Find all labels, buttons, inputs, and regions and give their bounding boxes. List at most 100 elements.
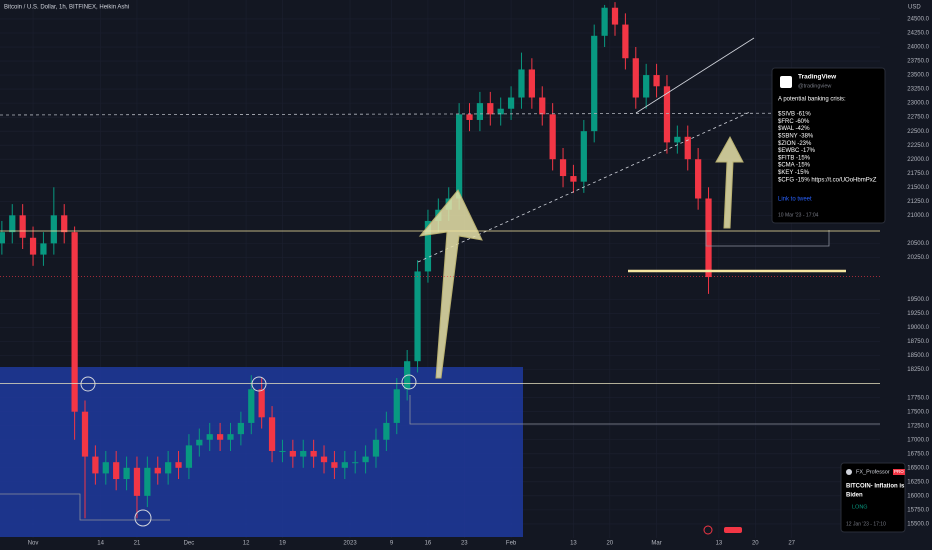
dashed-level [0, 112, 881, 116]
y-tick-label: 22750.0 [907, 115, 929, 121]
idea-direction: LONG [852, 504, 868, 510]
candle-body [424, 220, 432, 272]
candle-body [331, 462, 338, 468]
candle-body [643, 75, 650, 98]
candle-body [165, 462, 172, 474]
chart-title: Bitcoin / U.S. Dollar, 1h, BITFINEX, Hei… [4, 5, 129, 11]
candle-body [695, 159, 702, 199]
candle-body [622, 24, 629, 59]
y-tick-label: 16500.0 [907, 465, 929, 471]
candle-body [487, 103, 494, 115]
y-tick-label: 18250.0 [907, 367, 929, 373]
candle-body [61, 215, 68, 233]
x-tick-label: 19 [279, 541, 286, 547]
candle-body [29, 237, 37, 255]
y-tick-label: 17750.0 [907, 395, 929, 401]
candle-body [466, 114, 473, 120]
y-tick-label: 22500.0 [907, 129, 929, 135]
candle-body [570, 176, 577, 182]
candle-body [133, 467, 141, 496]
tweet-heading: A potential banking crisis: [778, 97, 846, 103]
drawings [0, 37, 881, 527]
y-tick-label: 23750.0 [907, 59, 929, 65]
candle-body [674, 136, 681, 143]
candle-body [528, 69, 535, 98]
tweet-card[interactable]: TradingView @tradingview A potential ban… [771, 67, 886, 224]
candle-body [123, 467, 130, 480]
idea-title: Biden [846, 493, 863, 499]
candle-body [71, 232, 78, 412]
x-tick-label: 20 [752, 541, 759, 547]
idea-author: FX_Professor [856, 469, 890, 475]
tweet-line: $FRC -60% [778, 119, 810, 125]
event-icon[interactable] [703, 525, 713, 535]
y-tick-label: 17500.0 [907, 409, 929, 415]
y-tick-label: 19250.0 [907, 311, 929, 317]
candle-body [248, 389, 255, 423]
tweet-link[interactable]: Link to tweet [778, 197, 812, 203]
candle-body [507, 97, 515, 109]
candle-body [310, 450, 317, 457]
candle-body [476, 103, 484, 120]
y-tick-label: 19000.0 [907, 325, 929, 331]
tweet-handle: @tradingview [798, 83, 831, 89]
candle-body [601, 7, 608, 36]
y-tick-label: 21000.0 [907, 213, 929, 219]
x-tick-label: 23 [461, 541, 468, 547]
candle-body [216, 434, 224, 440]
y-tick-label: 21750.0 [907, 171, 929, 177]
idea-title: BITCOIN- Inflation is [846, 484, 905, 490]
candle-body [154, 467, 161, 474]
candle-body [196, 439, 203, 446]
candle-body [320, 456, 328, 463]
marker-circle [80, 376, 96, 392]
candle-body [175, 462, 182, 468]
tweet-line: $SBNY -38% [778, 133, 814, 139]
event-icons[interactable] [703, 525, 742, 535]
x-tick-label: 9 [390, 541, 394, 547]
idea-card[interactable]: FX_Professor PRO BITCOIN- Inflation is B… [840, 462, 906, 533]
idea-badge: PRO [894, 469, 904, 474]
y-tick-label: 23250.0 [907, 87, 929, 93]
x-tick-label: 21 [134, 541, 141, 547]
candle-body [279, 450, 286, 452]
candle-body [352, 462, 359, 464]
y-tick-label: 17250.0 [907, 423, 929, 429]
x-tick-label: 16 [425, 541, 432, 547]
tweet-line: $KEY -15% [778, 170, 810, 176]
y-tick-label: 16250.0 [907, 479, 929, 485]
candle-body [227, 434, 234, 440]
marker-circle [251, 376, 267, 392]
candle-body [9, 215, 16, 233]
candle-body [268, 417, 276, 451]
marker-circle [134, 509, 152, 527]
card [840, 462, 906, 533]
y-tick-label: 15750.0 [907, 507, 929, 513]
tweet-line: $WAL -42% [778, 126, 810, 132]
candle-body [456, 114, 463, 199]
bracket [409, 395, 880, 425]
candle-body [341, 462, 348, 468]
candle-body [0, 232, 5, 244]
x-tick-label: 27 [788, 541, 795, 547]
y-tick-label: 22000.0 [907, 157, 929, 163]
tweet-lines: $SIVB -61%$FRC -60%$WAL -42%$SBNY -38% $Z… [778, 112, 877, 184]
y-tick-label: 20250.0 [907, 255, 929, 261]
candle-body [414, 271, 421, 362]
candle-body [539, 97, 546, 115]
bracket [0, 493, 170, 521]
card [771, 67, 886, 224]
x-tick-label: 2023 [343, 541, 357, 547]
candle-body [653, 75, 660, 87]
candle-body [518, 69, 525, 98]
idea-date: 12 Jan '23 - 17:10 [846, 521, 886, 527]
y-tick-label: 21500.0 [907, 185, 929, 191]
candle-body [393, 389, 400, 423]
axis-background [880, 0, 932, 550]
candle-body [611, 7, 619, 25]
tweet-line: $CMA -15% [778, 163, 811, 169]
candle-body [19, 215, 26, 238]
event-icon[interactable] [724, 527, 742, 533]
candle-body [206, 434, 213, 440]
y-tick-label: 16000.0 [907, 493, 929, 499]
